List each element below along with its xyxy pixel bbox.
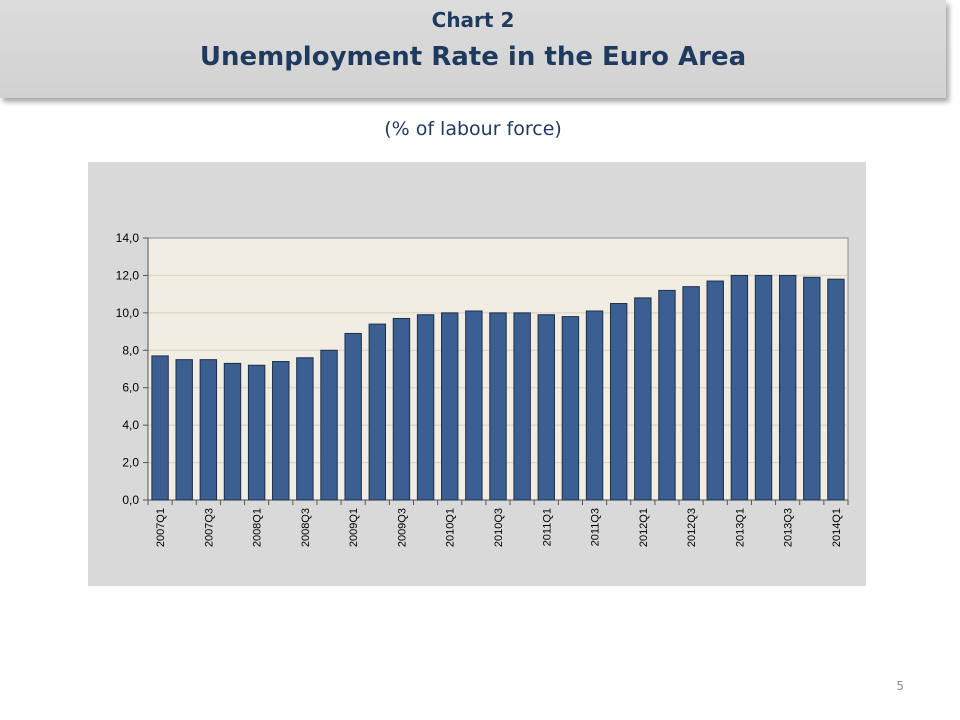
bar-2010Q1 <box>441 312 459 501</box>
bar-2011Q2 <box>561 316 580 501</box>
bar-2012Q1 <box>634 297 652 501</box>
bar-2012Q2 <box>658 289 676 501</box>
y-tick-label: 10,0 <box>116 306 140 320</box>
bar-2012Q4 <box>706 280 724 501</box>
bar-chart: 0,0 2,0 4,0 6,0 8,0 10,0 12,0 14,0 2007Q1 2007Q3 2… <box>116 231 849 547</box>
slide-title: Unemployment Rate in the Euro Area <box>199 42 747 72</box>
y-tick-label: 0,0 <box>122 493 139 507</box>
title-band: Chart 2 Unemployment Rate in the Euro Ar… <box>0 0 946 98</box>
bar-2008Q4 <box>320 349 338 501</box>
y-tick-label: 2,0 <box>122 456 139 470</box>
x-tick-label: 2011Q3 <box>590 508 602 546</box>
x-tick-label: 2009Q3 <box>396 508 408 547</box>
bar-2009Q2 <box>368 323 387 501</box>
bar-2008Q1 <box>247 364 266 501</box>
bar-2007Q3 <box>199 359 218 501</box>
x-tick-label: 2007Q1 <box>155 508 167 547</box>
y-tick-label: 6,0 <box>122 381 139 395</box>
bar-2012Q3 <box>682 286 700 501</box>
bar-2010Q3 <box>489 312 507 501</box>
x-tick-label: 2008Q3 <box>300 508 312 547</box>
bar-2014Q1 <box>827 278 845 501</box>
bar-2008Q3 <box>296 357 314 501</box>
bar-2011Q3 <box>585 310 604 501</box>
bar-2009Q3 <box>392 317 411 501</box>
bar-2009Q4 <box>416 314 435 501</box>
x-tick-label: 2013Q1 <box>734 508 746 547</box>
bar-2010Q4 <box>513 312 531 501</box>
bar-2007Q2 <box>175 359 193 501</box>
x-tick-label: 2010Q1 <box>445 508 457 547</box>
bar-2011Q1 <box>537 314 555 501</box>
bar-2011Q4 <box>609 303 628 501</box>
page-number: 5 <box>896 679 904 693</box>
x-tick-label: 2012Q3 <box>686 508 698 547</box>
bar-2009Q1 <box>344 332 362 501</box>
y-tick-label: 14,0 <box>116 231 140 245</box>
bar-2013Q4 <box>803 276 821 501</box>
bar-2013Q3 <box>778 274 797 501</box>
bar-2013Q2 <box>754 274 773 501</box>
x-tick-label: 2011Q1 <box>541 508 553 546</box>
x-tick-label: 2013Q3 <box>783 508 795 547</box>
bar-2013Q1 <box>730 274 749 501</box>
x-tick-label: 2012Q1 <box>638 508 650 547</box>
chart-number: Chart 2 <box>431 8 515 32</box>
bar-2007Q4 <box>223 362 242 501</box>
x-tick-label: 2007Q3 <box>203 508 215 547</box>
x-tick-label: 2008Q1 <box>252 508 264 547</box>
chart-subtitle: (% of labour force) <box>384 118 562 140</box>
bar-2008Q2 <box>272 361 290 501</box>
bar-2010Q2 <box>465 310 483 501</box>
y-tick-label: 4,0 <box>122 418 139 432</box>
x-tick-label: 2010Q3 <box>493 508 505 547</box>
y-tick-label: 8,0 <box>122 343 139 357</box>
x-tick-label: 2014Q1 <box>831 508 843 547</box>
y-tick-label: 12,0 <box>116 268 140 282</box>
chart-container: 0,0 2,0 4,0 6,0 8,0 10,0 12,0 14,0 2007Q1 2007Q3 2… <box>88 162 866 586</box>
x-tick-label: 2009Q1 <box>348 508 360 547</box>
bar-2007Q1 <box>151 355 169 501</box>
